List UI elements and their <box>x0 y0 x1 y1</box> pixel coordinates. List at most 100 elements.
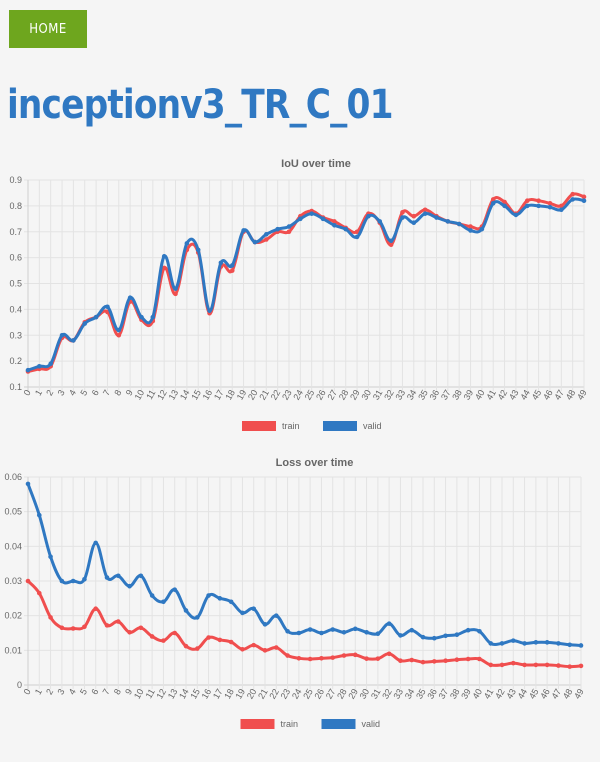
legend-label-train: train <box>282 421 300 431</box>
data-point-valid <box>490 200 496 206</box>
data-point-valid <box>116 327 122 333</box>
x-tick-label: 9 <box>123 687 134 696</box>
x-tick-label: 20 <box>246 388 260 402</box>
data-point-valid <box>443 633 448 639</box>
data-point-train <box>420 659 426 665</box>
x-tick-label: 12 <box>155 388 169 402</box>
y-tick-label: 0.02 <box>4 611 22 621</box>
x-tick-label: 1 <box>33 687 44 696</box>
x-tick-label: 24 <box>290 687 304 701</box>
legend-swatch-valid <box>323 421 357 431</box>
x-tick-label: 8 <box>112 388 123 397</box>
legend-swatch-train <box>242 421 276 431</box>
x-tick-label: 23 <box>280 388 294 402</box>
data-point-valid <box>37 364 42 369</box>
data-point-train <box>499 662 505 668</box>
chart-title: IoU over time <box>281 158 351 170</box>
data-point-train <box>422 207 428 213</box>
legend-swatch-train <box>240 719 275 729</box>
data-point-valid <box>570 197 575 202</box>
data-point-train <box>533 662 539 668</box>
x-tick-label: 21 <box>257 388 271 402</box>
x-tick-label: 2 <box>44 388 55 397</box>
x-tick-label: 25 <box>301 687 315 701</box>
x-tick-label: 39 <box>459 687 473 701</box>
y-tick-label: 0.7 <box>9 227 22 237</box>
data-point-train <box>116 332 122 338</box>
x-tick-label: 48 <box>561 687 575 701</box>
x-tick-label: 44 <box>518 388 532 402</box>
x-tick-label: 42 <box>493 687 507 701</box>
data-point-valid <box>71 338 76 343</box>
x-tick-label: 19 <box>235 388 249 402</box>
data-point-valid <box>420 634 426 640</box>
series-line-train <box>27 192 585 373</box>
data-point-valid <box>388 238 394 244</box>
data-point-train <box>332 219 337 224</box>
data-point-train <box>409 657 415 663</box>
y-tick-label: 0.6 <box>9 253 22 263</box>
data-point-valid <box>184 241 190 246</box>
data-point-valid <box>377 219 383 224</box>
x-tick-label: 34 <box>405 388 419 402</box>
data-point-train <box>581 194 587 200</box>
data-point-valid <box>273 613 279 618</box>
x-tick-label: 35 <box>416 388 430 402</box>
x-tick-label: 18 <box>222 687 236 701</box>
x-tick-label: 31 <box>371 388 385 402</box>
data-point-valid <box>547 204 553 210</box>
data-point-train <box>468 224 473 229</box>
data-point-train <box>556 663 561 668</box>
data-point-train <box>375 656 381 661</box>
x-tick-label: 34 <box>403 687 417 701</box>
data-point-train <box>330 655 336 660</box>
x-tick-label: 26 <box>312 687 326 701</box>
data-point-valid <box>454 632 460 638</box>
data-point-train <box>400 210 405 215</box>
data-point-valid <box>206 593 211 598</box>
x-tick-label: 18 <box>223 388 237 402</box>
x-tick-label: 43 <box>504 687 518 701</box>
x-tick-label: 0 <box>22 388 33 397</box>
data-point-valid <box>411 220 417 225</box>
data-point-valid <box>499 641 505 646</box>
x-tick-label: 33 <box>394 388 408 402</box>
x-tick-label: 45 <box>530 388 544 402</box>
x-tick-label: 13 <box>166 687 180 701</box>
x-tick-label: 31 <box>369 687 383 701</box>
data-point-valid <box>241 228 246 233</box>
data-point-train <box>173 291 178 297</box>
data-point-valid <box>218 260 224 266</box>
data-point-valid <box>366 213 371 219</box>
data-point-train <box>465 656 471 662</box>
x-tick-label: 32 <box>380 687 394 701</box>
data-point-valid <box>48 554 53 560</box>
x-tick-label: 16 <box>200 687 214 701</box>
home-button[interactable]: HOME <box>9 10 87 48</box>
data-point-valid <box>578 643 584 648</box>
data-point-valid <box>422 211 428 216</box>
data-point-valid <box>307 627 313 632</box>
data-point-valid <box>386 621 392 626</box>
x-tick-label: 14 <box>177 687 191 701</box>
x-tick-label: 33 <box>391 687 405 701</box>
data-point-train <box>285 653 290 658</box>
x-tick-label: 48 <box>564 388 578 402</box>
x-tick-label: 7 <box>101 388 112 397</box>
data-point-valid <box>456 221 462 227</box>
data-point-train <box>477 656 482 662</box>
x-tick-label: 24 <box>291 388 305 402</box>
x-tick-label: 27 <box>324 687 338 701</box>
data-point-valid <box>115 573 121 579</box>
data-point-train <box>127 630 132 635</box>
data-point-valid <box>567 642 573 648</box>
x-tick-label: 41 <box>482 687 496 701</box>
data-point-train <box>104 623 110 628</box>
data-point-valid <box>93 314 99 320</box>
data-point-valid <box>352 626 358 632</box>
data-point-train <box>183 643 189 649</box>
x-tick-label: 12 <box>154 687 168 701</box>
x-tick-label: 22 <box>269 388 283 402</box>
legend-label-train: train <box>281 719 299 729</box>
data-point-valid <box>25 367 31 373</box>
